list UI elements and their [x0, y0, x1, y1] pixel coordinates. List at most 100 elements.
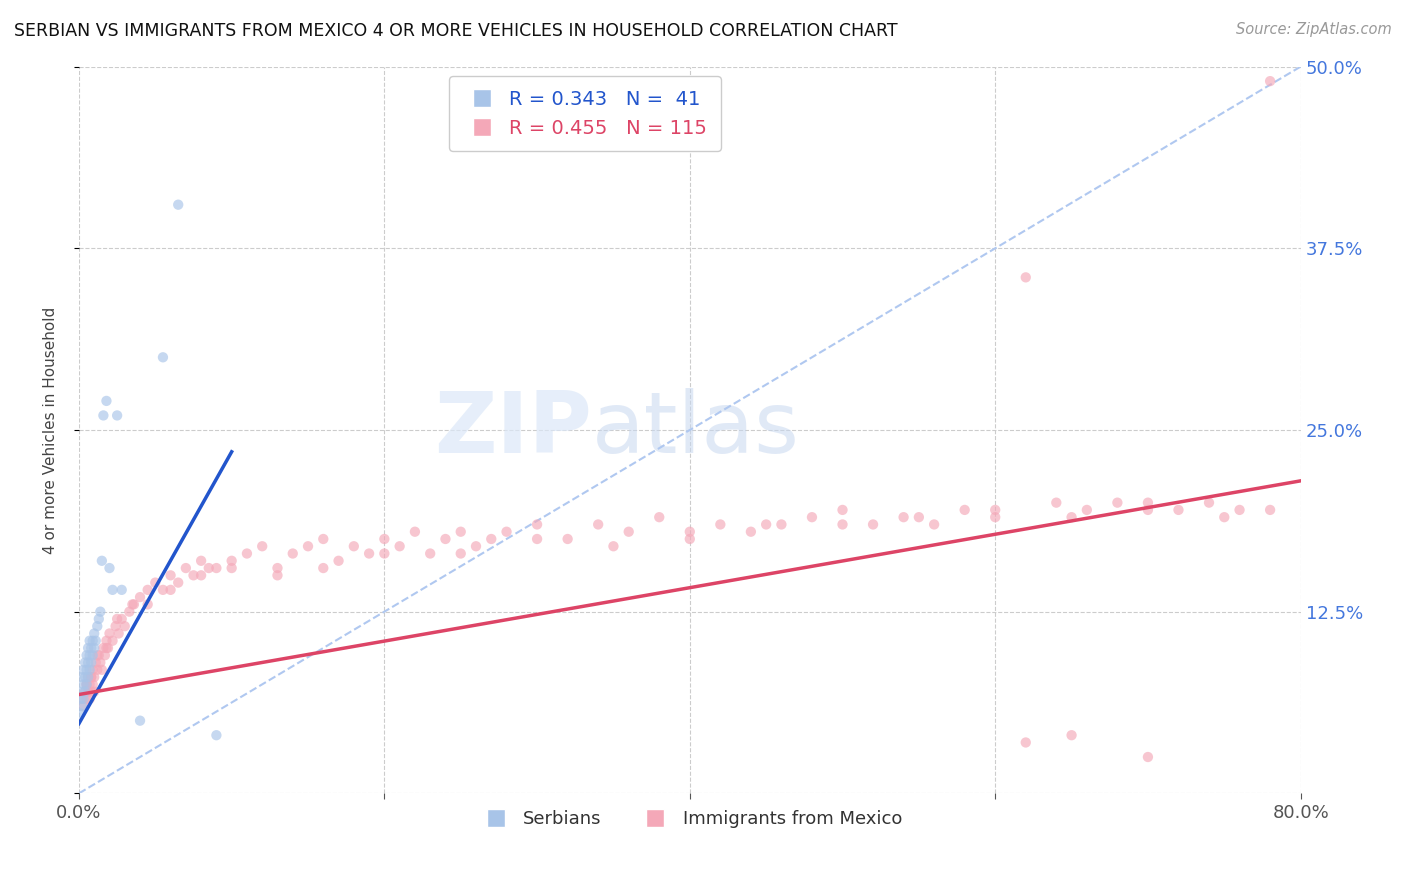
Point [77, 670, 100, 684]
Point [86, 648, 108, 663]
Point [104, 619, 127, 633]
Point [79, 633, 101, 648]
Point [167, 197, 190, 211]
Point [101, 633, 124, 648]
Point [479, 532, 502, 546]
Point [70, 691, 93, 706]
Point [984, 503, 1007, 517]
Point [526, 517, 548, 532]
Point [136, 582, 159, 597]
Point [221, 554, 243, 568]
Point [143, 575, 166, 590]
Point [80, 684, 103, 698]
Point [388, 539, 411, 553]
Point [221, 561, 243, 575]
Point [526, 532, 548, 546]
Point [83, 684, 105, 698]
Point [190, 568, 212, 582]
Point [197, 561, 219, 575]
Point [434, 532, 457, 546]
Point [76, 677, 98, 691]
Text: SERBIAN VS IMMIGRANTS FROM MEXICO 4 OR MORE VEHICLES IN HOUSEHOLD CORRELATION CH: SERBIAN VS IMMIGRANTS FROM MEXICO 4 OR M… [14, 22, 897, 40]
Point [266, 568, 288, 582]
Point [77, 684, 100, 698]
Point [96, 633, 118, 648]
Point [831, 503, 853, 517]
Point [73, 684, 96, 698]
Point [152, 582, 174, 597]
Text: ZIP: ZIP [434, 389, 592, 472]
Point [862, 517, 884, 532]
Point [1213, 510, 1236, 524]
Y-axis label: 4 or more Vehicles in Household: 4 or more Vehicles in Household [44, 306, 58, 554]
Point [87, 612, 110, 626]
Point [70, 699, 93, 714]
Point [328, 554, 350, 568]
Point [73, 670, 96, 684]
Point [98, 561, 121, 575]
Point [80, 640, 103, 655]
Legend: Serbians, Immigrants from Mexico: Serbians, Immigrants from Mexico [471, 803, 910, 835]
Text: atlas: atlas [592, 389, 800, 472]
Point [82, 633, 104, 648]
Point [908, 510, 931, 524]
Point [419, 547, 441, 561]
Point [312, 561, 335, 575]
Point [250, 539, 273, 553]
Point [69, 706, 91, 721]
Point [77, 670, 100, 684]
Point [281, 547, 304, 561]
Point [152, 351, 174, 365]
Point [80, 670, 103, 684]
Point [648, 510, 671, 524]
Point [69, 691, 91, 706]
Point [770, 517, 793, 532]
Point [79, 648, 101, 663]
Point [297, 539, 319, 553]
Point [70, 684, 93, 698]
Point [77, 656, 100, 670]
Point [893, 510, 915, 524]
Point [359, 547, 381, 561]
Point [80, 670, 103, 684]
Point [586, 517, 609, 532]
Point [755, 517, 778, 532]
Point [89, 605, 111, 619]
Point [1136, 750, 1159, 764]
Point [167, 575, 190, 590]
Point [70, 670, 93, 684]
Point [1076, 503, 1098, 517]
Point [1015, 270, 1038, 285]
Point [1015, 735, 1038, 749]
Point [709, 517, 731, 532]
Point [73, 684, 96, 698]
Point [495, 524, 517, 539]
Point [159, 568, 181, 582]
Point [190, 554, 212, 568]
Point [343, 539, 366, 553]
Point [72, 699, 94, 714]
Point [83, 640, 105, 655]
Point [114, 619, 136, 633]
Point [82, 677, 104, 691]
Point [136, 598, 159, 612]
Point [129, 714, 152, 728]
Point [922, 517, 945, 532]
Point [1045, 496, 1067, 510]
Point [82, 663, 104, 677]
Point [1167, 503, 1189, 517]
Point [557, 532, 579, 546]
Point [76, 648, 98, 663]
Point [953, 503, 976, 517]
Point [79, 663, 101, 677]
Point [1198, 496, 1220, 510]
Point [96, 393, 118, 408]
Point [740, 524, 762, 539]
Point [84, 656, 107, 670]
Point [107, 626, 129, 640]
Point [73, 656, 96, 670]
Point [87, 648, 110, 663]
Point [93, 409, 115, 423]
Point [1136, 503, 1159, 517]
Point [105, 612, 128, 626]
